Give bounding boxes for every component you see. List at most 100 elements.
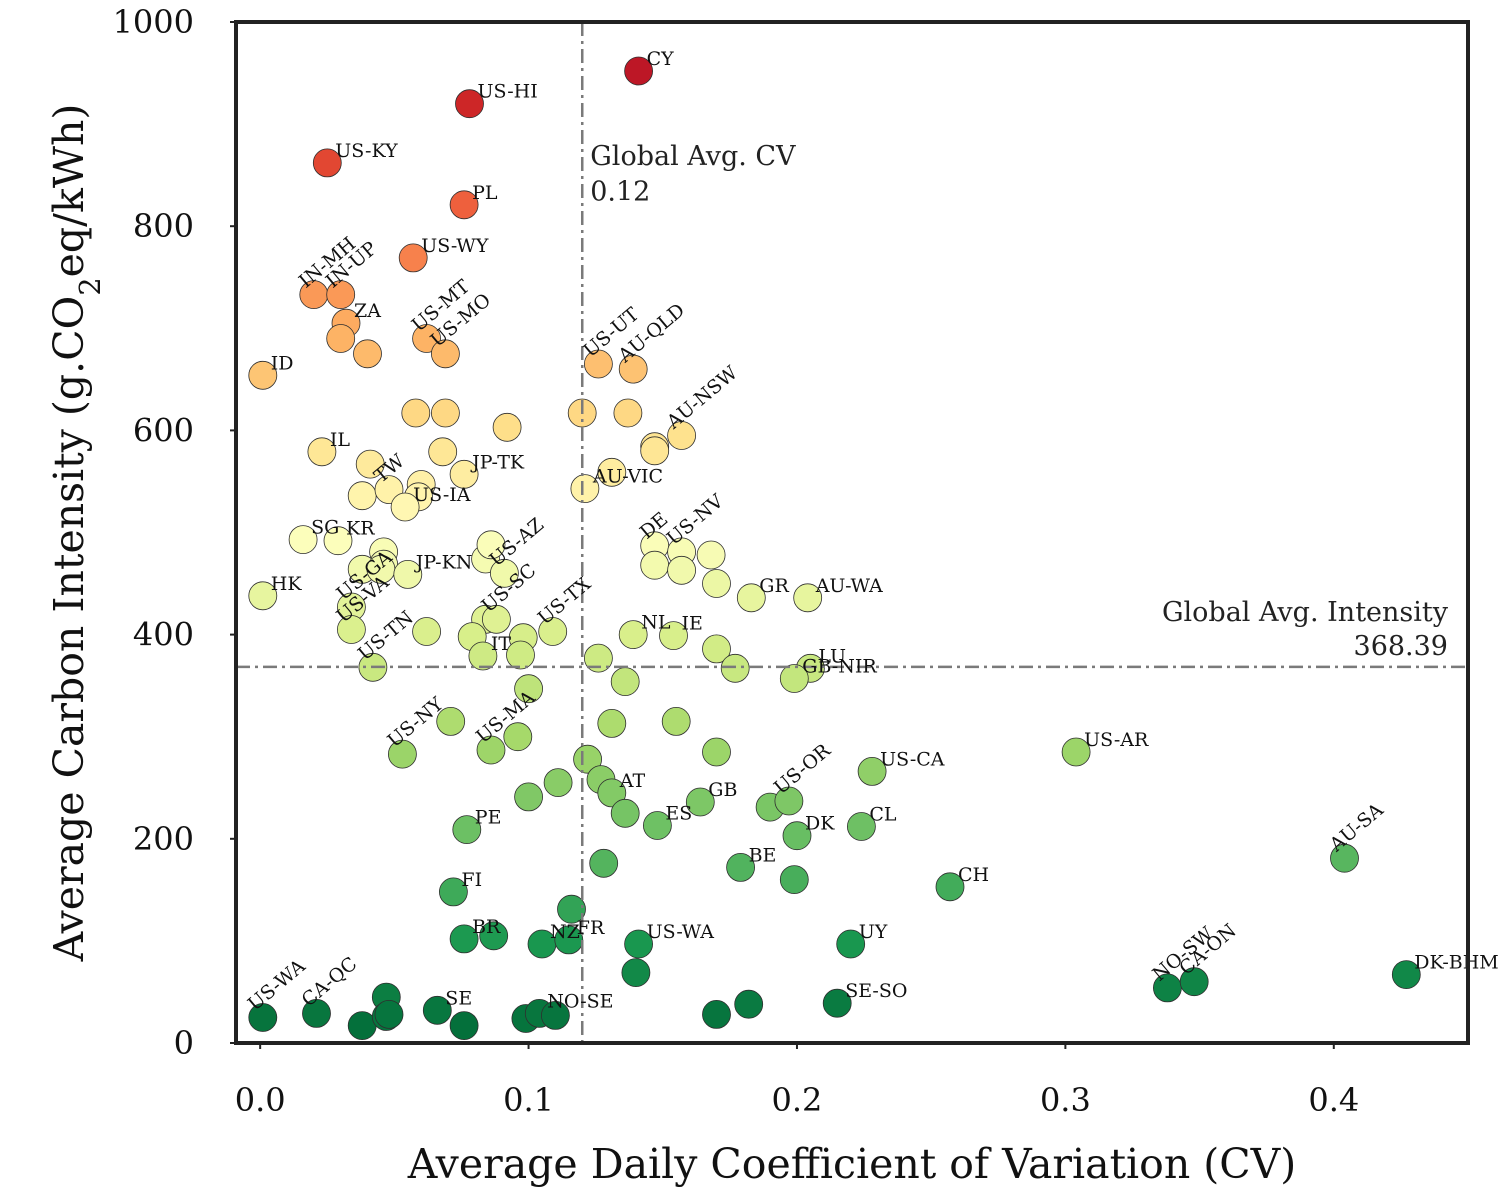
point-label: US-CA [880,748,945,770]
data-point [401,398,431,428]
data-point [476,735,506,765]
data-point [541,1001,570,1030]
data-point [307,437,337,467]
y-tick-label: 800 [133,207,194,245]
point-label: US-KY [335,140,398,162]
y-tick-label: 600 [133,411,194,449]
point-label: BR [472,916,501,938]
data-point [438,877,468,907]
data-point [621,958,651,987]
data-point [667,421,696,450]
data-point [584,643,613,673]
x-tick-label: 0.4 [1308,1081,1359,1119]
data-point [822,988,852,1018]
plot-frame [234,20,1470,1045]
data-point [659,621,688,650]
y-tick-label: 1000 [113,3,194,41]
point-label: NO-SE [547,990,613,1012]
y-axis-title-part1: Average Carbon Intensity (g.CO [45,296,93,963]
data-point [538,617,568,646]
point-label: CH [958,864,989,886]
data-point [726,853,755,882]
point-label: KR [346,518,375,540]
point-label: CL [869,804,897,826]
data-point [326,280,356,310]
data-point [643,811,672,840]
data-point [736,583,766,613]
point-label: US-AR [1084,729,1149,751]
point-label: JP-TK [470,451,525,473]
data-point [347,481,377,511]
global-intensity-value: 368.39 [1354,631,1448,662]
point-label: CY [647,48,675,70]
data-point [302,999,331,1028]
point-label: SE-SO [845,980,907,1002]
y-tick-label: 200 [133,820,194,858]
global-intensity-label: Global Avg. Intensity [1162,597,1449,628]
point-label: NZ [550,921,580,943]
y-tick-label: 0 [174,1024,194,1062]
point-label: AU-WA [815,575,883,597]
point-label: AU-VIC [592,466,663,488]
point-label: ID [271,352,294,374]
data-point [702,1000,731,1029]
x-tick-label: 0.0 [235,1081,286,1119]
data-point [503,722,533,752]
point-label: SG [311,517,339,539]
data-point [398,243,428,273]
point-label: AT [619,770,646,792]
data-point [1061,737,1091,767]
data-point [248,581,278,611]
point-label: IL [330,429,351,451]
data-point [702,737,731,767]
x-tick-label: 0.3 [1040,1081,1091,1119]
point-label: GR [759,575,789,597]
data-point [573,744,602,774]
data-point [589,848,619,878]
data-point [430,398,460,428]
data-point [597,709,627,738]
data-point [847,812,876,841]
point-label: DK-BHM [1414,952,1498,974]
scatter-points [248,56,1421,1040]
point-label: PL [472,182,498,204]
x-tick-label: 0.2 [772,1081,823,1119]
y-axis-title-part2: eq/kWh) [45,104,93,278]
data-point [836,929,866,959]
data-point [597,457,627,487]
data-point [935,872,965,902]
reference-lines [236,22,1468,1043]
point-label: SE [445,987,472,1009]
data-point [288,525,318,554]
data-point [428,437,458,467]
data-point [610,667,640,696]
point-label: DK [805,813,835,835]
data-point [557,894,586,924]
data-point [782,821,812,851]
data-point [640,550,670,580]
data-point [492,412,522,442]
data-point [702,634,731,664]
point-label: LU [818,645,846,667]
data-point [779,865,809,894]
data-point [618,354,648,384]
data-point [570,474,600,504]
point-label: US-WA [647,921,715,943]
point-label: JP-KN [414,551,473,573]
data-point [248,1003,278,1032]
data-point [685,787,715,817]
data-point [449,190,479,220]
data-point [667,555,696,585]
point-label: UY [859,921,888,943]
data-point [696,540,726,570]
data-point [449,1011,479,1040]
data-point [422,995,452,1025]
data-point [387,739,417,769]
global-cv-label: Global Avg. CV [590,141,796,172]
data-point [412,324,442,353]
point-label: GB-NIR [802,656,877,678]
data-point [1179,967,1209,997]
point-label: FR [577,917,605,939]
data-point [326,324,356,353]
